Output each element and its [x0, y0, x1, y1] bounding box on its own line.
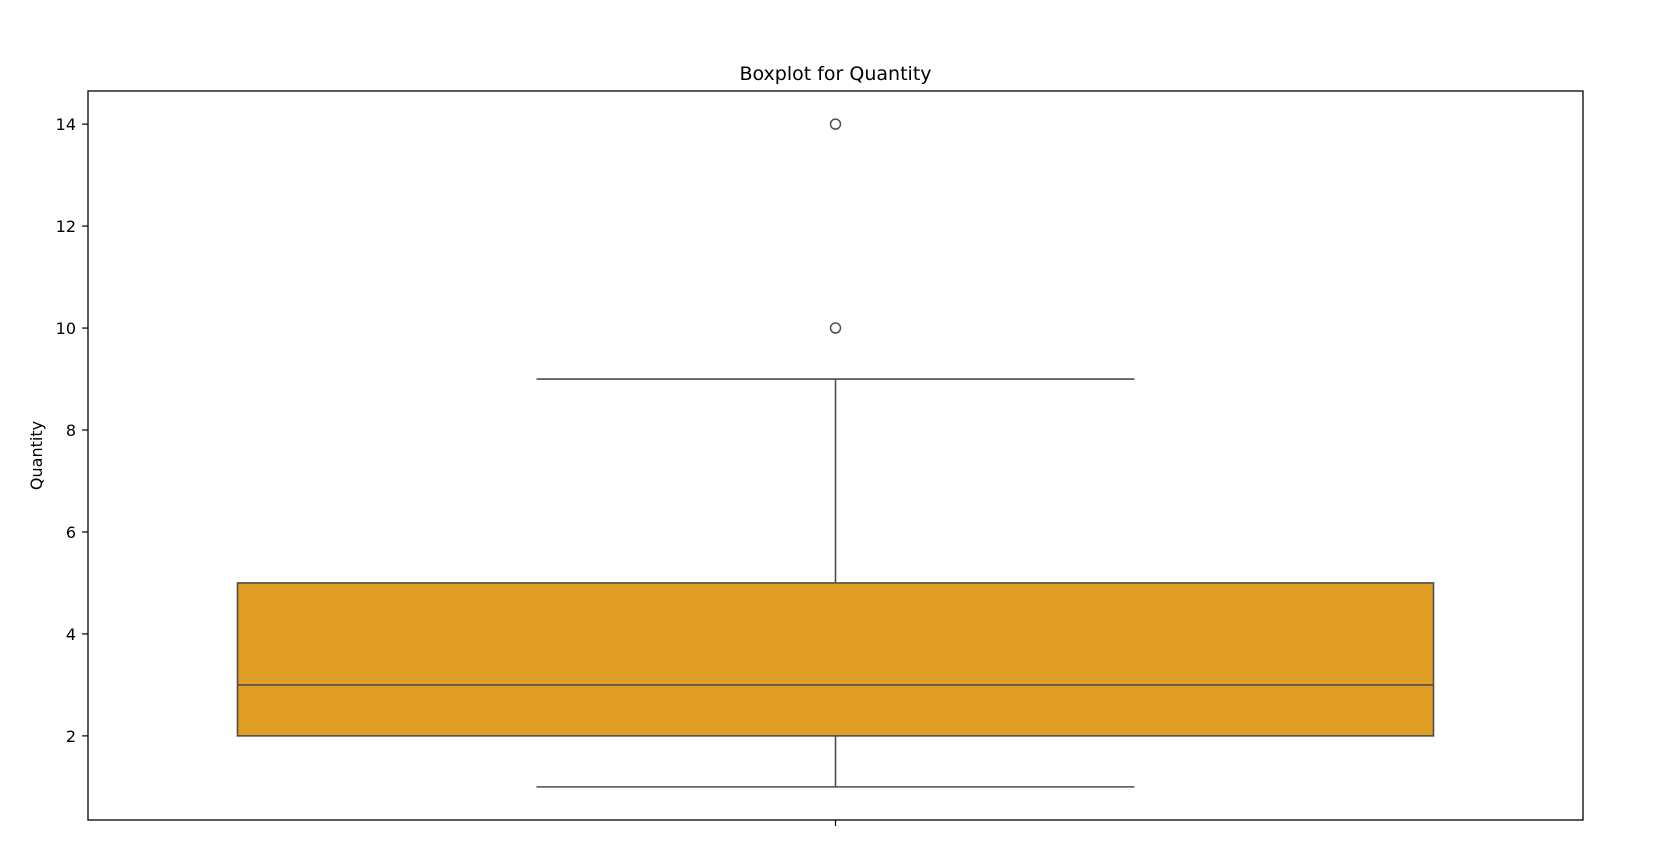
y-tick-label: 4 [66, 625, 76, 644]
chart-title: Boxplot for Quantity [739, 63, 931, 85]
y-tick-label: 6 [66, 523, 76, 542]
outlier-point [829, 322, 842, 334]
y-axis-ticks: 2 4 6 8 10 12 14 [56, 115, 88, 746]
y-tick-label: 2 [66, 727, 76, 746]
iqr-box [236, 582, 1435, 737]
outlier-point [829, 118, 842, 130]
y-tick-label: 12 [56, 217, 76, 236]
y-tick-label: 14 [56, 115, 76, 134]
y-axis-title: Quantity [27, 421, 46, 490]
plot-area-frame [87, 90, 1584, 821]
y-tick-label: 8 [66, 421, 76, 440]
y-tick-label: 10 [56, 319, 76, 338]
boxplot-group [236, 118, 1435, 788]
